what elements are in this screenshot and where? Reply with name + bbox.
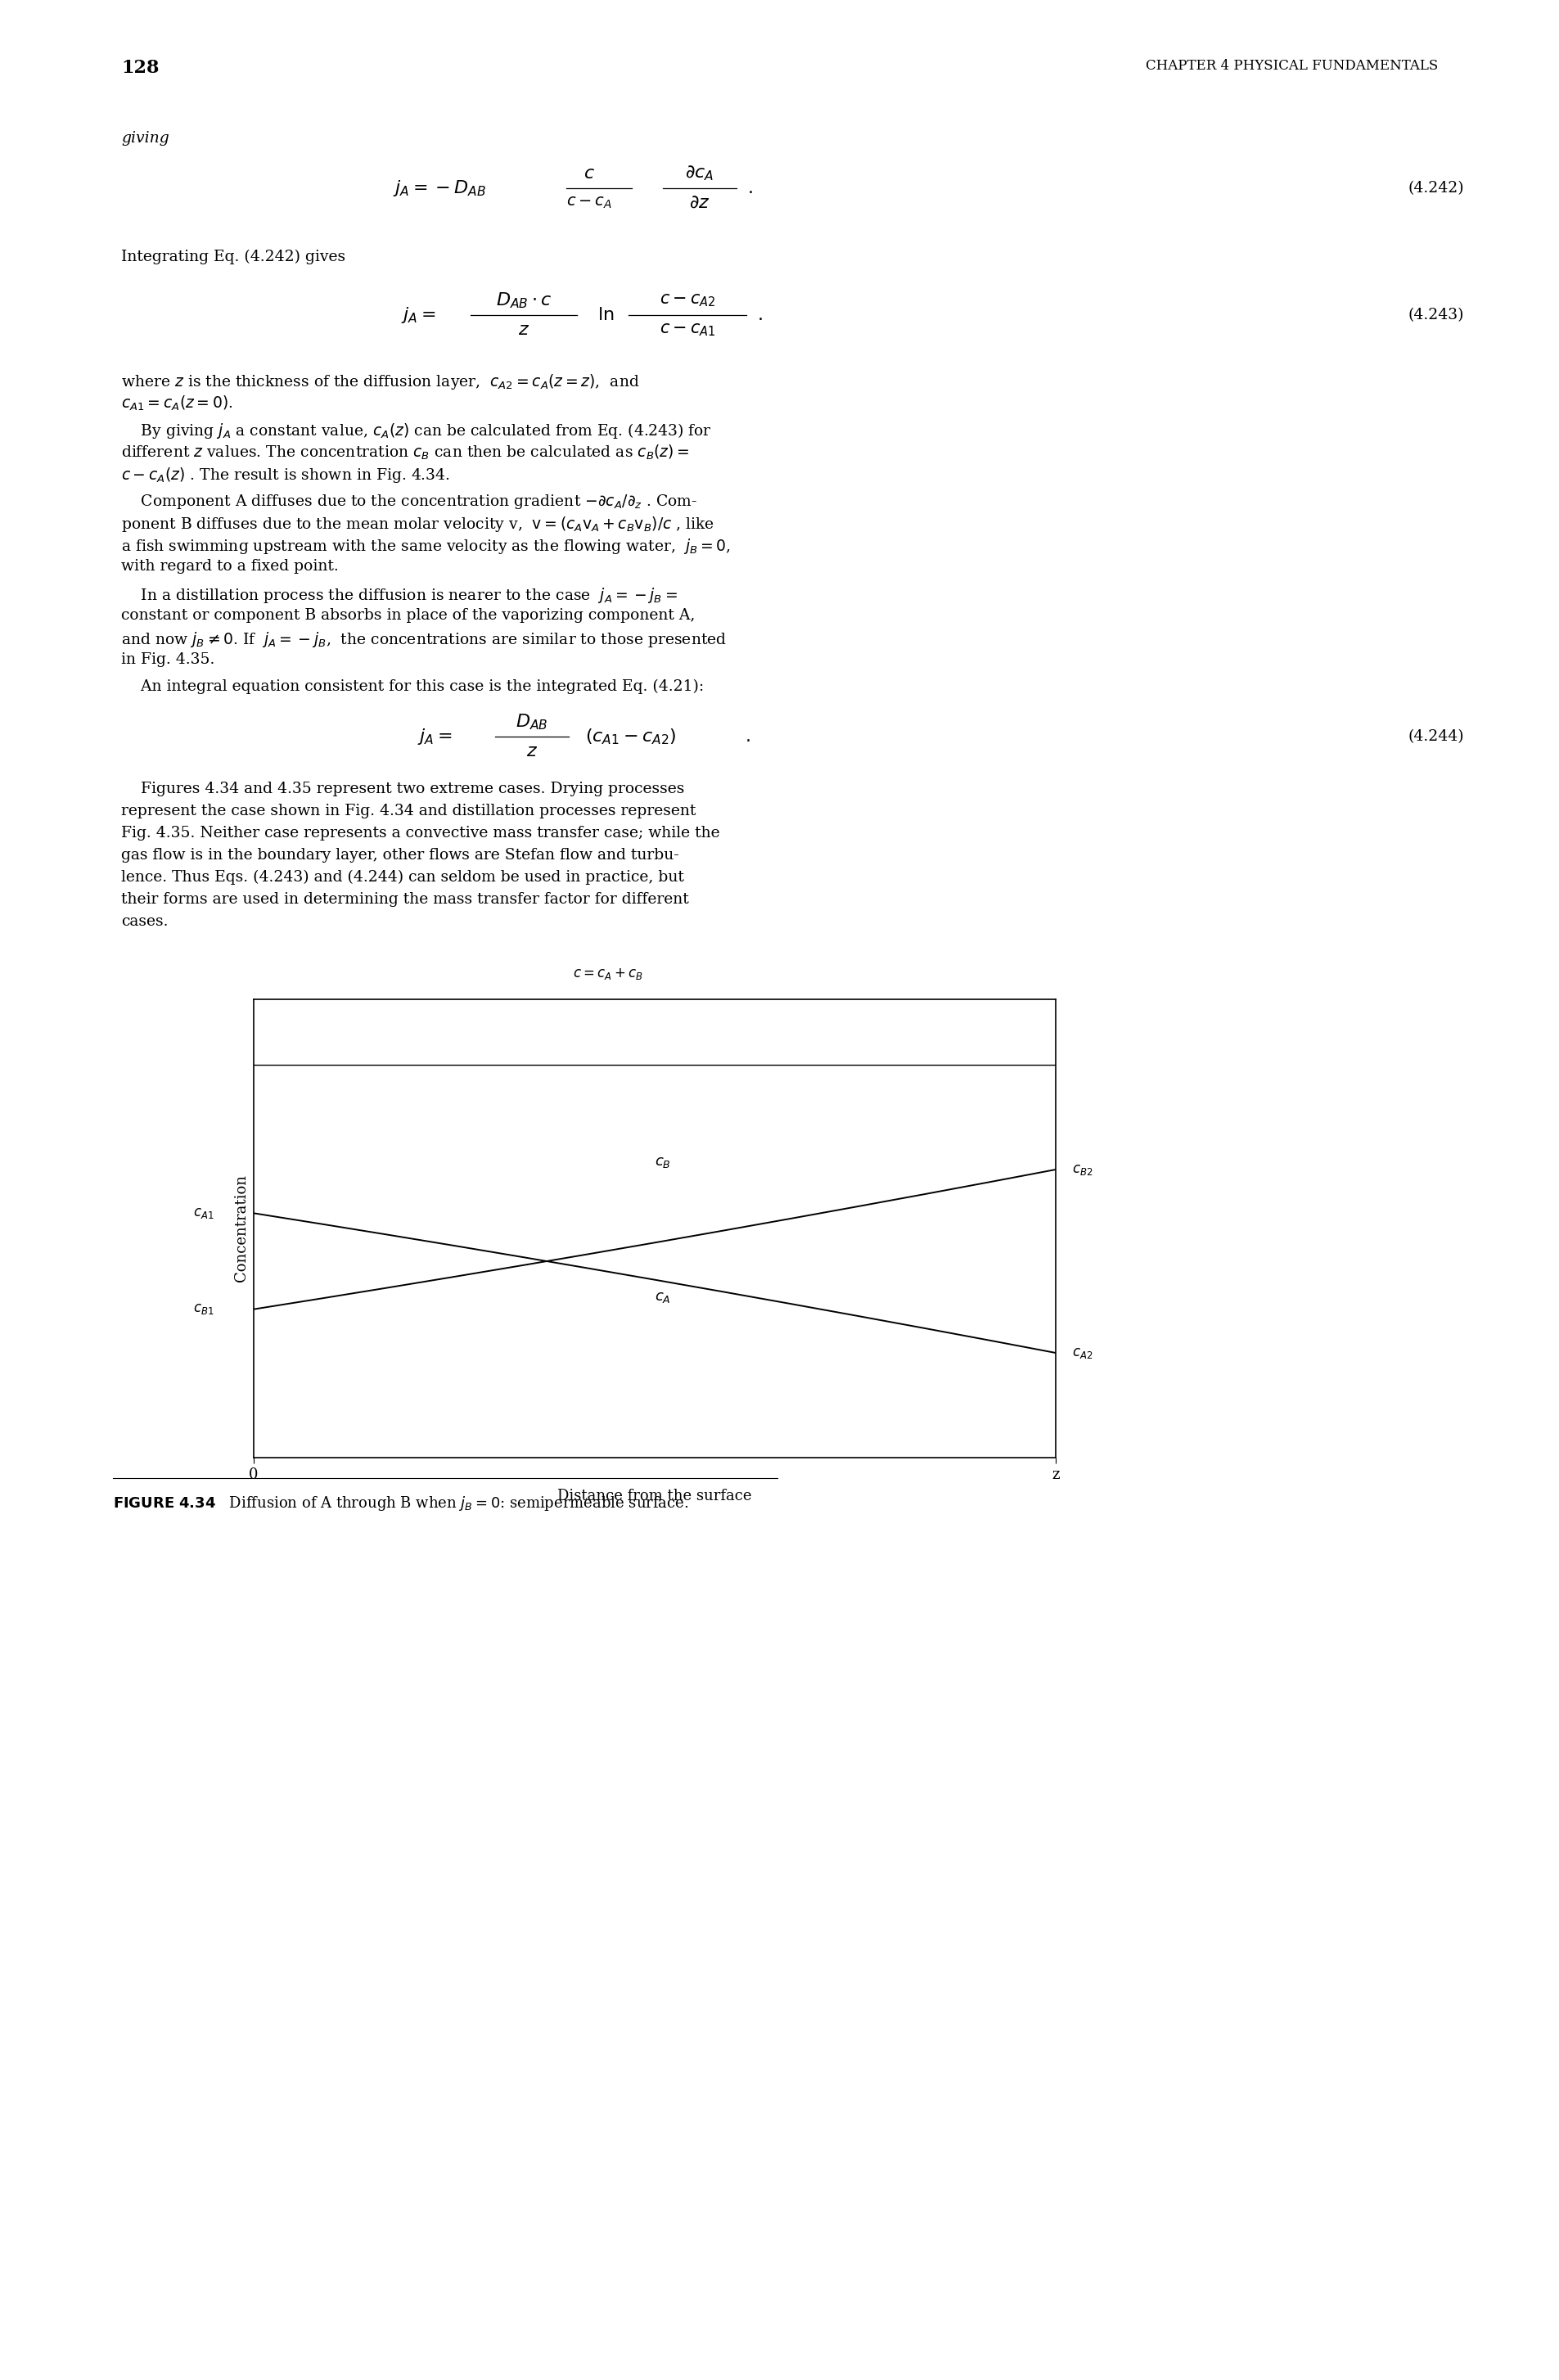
Text: their forms are used in determining the mass transfer factor for different: their forms are used in determining the …: [122, 892, 689, 907]
Text: $\ln$: $\ln$: [597, 307, 614, 324]
Text: $(c_{A1}-c_{A2})$: $(c_{A1}-c_{A2})$: [585, 726, 677, 747]
Text: and now $j_B\neq0$. If  $j_A=-j_B$,  the concentrations are similar to those pre: and now $j_B\neq0$. If $j_A=-j_B$, the c…: [122, 631, 726, 650]
Text: By giving $j_A$ a constant value, $c_A(z)$ can be calculated from Eq. (4.243) fo: By giving $j_A$ a constant value, $c_A(z…: [122, 421, 712, 440]
Text: $c-c_A(z)$ . The result is shown in Fig. 4.34.: $c-c_A(z)$ . The result is shown in Fig.…: [122, 466, 451, 486]
Text: $c-c_A$: $c-c_A$: [566, 195, 613, 209]
Text: constant or component B absorbs in place of the vaporizing component A,: constant or component B absorbs in place…: [122, 609, 695, 624]
Text: $c_{B1}$: $c_{B1}$: [193, 1302, 214, 1316]
Text: a fish swimming upstream with the same velocity as the flowing water,  $j_B=0$,: a fish swimming upstream with the same v…: [122, 538, 731, 555]
Text: $z$: $z$: [525, 743, 538, 759]
Text: with regard to a fixed point.: with regard to a fixed point.: [122, 559, 338, 574]
Text: $\partial z$: $\partial z$: [689, 193, 711, 212]
Text: $.$: $.$: [758, 307, 762, 324]
Text: giving: giving: [122, 131, 170, 145]
Text: (4.243): (4.243): [1408, 307, 1464, 321]
Text: $c_{A1}$: $c_{A1}$: [193, 1207, 214, 1221]
Text: cases.: cases.: [122, 914, 168, 928]
Text: $D_{AB}$: $D_{AB}$: [516, 712, 549, 731]
Text: gas flow is in the boundary layer, other flows are Stefan flow and turbu-: gas flow is in the boundary layer, other…: [122, 847, 680, 862]
Text: Component A diffuses due to the concentration gradient $-\partial c_A/\partial_z: Component A diffuses due to the concentr…: [122, 493, 697, 512]
Text: $D_{AB}\cdot c$: $D_{AB}\cdot c$: [496, 290, 552, 309]
Text: Figures 4.34 and 4.35 represent two extreme cases. Drying processes: Figures 4.34 and 4.35 represent two extr…: [122, 781, 684, 797]
Text: $c_A$: $c_A$: [655, 1290, 670, 1304]
Text: (4.244): (4.244): [1408, 728, 1464, 745]
X-axis label: Distance from the surface: Distance from the surface: [558, 1490, 751, 1504]
Text: $c_{B2}$: $c_{B2}$: [1071, 1161, 1093, 1176]
Text: $\partial c_A$: $\partial c_A$: [686, 164, 714, 183]
Text: ponent B diffuses due to the mean molar velocity v,  ${\rm v}=(c_A{\rm v}_A+c_B{: ponent B diffuses due to the mean molar …: [122, 514, 714, 533]
Text: $.$: $.$: [747, 178, 753, 198]
Text: CHAPTER 4 PHYSICAL FUNDAMENTALS: CHAPTER 4 PHYSICAL FUNDAMENTALS: [1146, 60, 1437, 74]
Text: $c_{A1}=c_A(z=0)$.: $c_{A1}=c_A(z=0)$.: [122, 395, 232, 412]
Text: where $z$ is the thickness of the diffusion layer,  $c_{A2}=c_A(z=z)$,  and: where $z$ is the thickness of the diffus…: [122, 371, 639, 390]
Text: $c_{A2}$: $c_{A2}$: [1071, 1347, 1093, 1359]
Text: In a distillation process the diffusion is nearer to the case  $j_A=-j_B=$: In a distillation process the diffusion …: [122, 585, 678, 605]
Text: $j_A = -D_{AB}\,$: $j_A = -D_{AB}\,$: [393, 178, 486, 198]
Text: 128: 128: [122, 60, 159, 76]
Text: $z$: $z$: [518, 321, 530, 338]
Text: (4.242): (4.242): [1408, 181, 1464, 195]
Text: $c=c_A+c_B$: $c=c_A+c_B$: [572, 966, 644, 981]
Text: $c_B$: $c_B$: [655, 1154, 670, 1169]
Text: $.$: $.$: [745, 728, 750, 745]
Text: $\mathbf{FIGURE\ 4.34}$   Diffusion of A through B when $j_B=0$: semipermeable s: $\mathbf{FIGURE\ 4.34}$ Diffusion of A t…: [112, 1495, 689, 1511]
Text: $c-c_{A2}$: $c-c_{A2}$: [659, 293, 716, 309]
Y-axis label: Concentration: Concentration: [234, 1176, 249, 1283]
Text: An integral equation consistent for this case is the integrated Eq. (4.21):: An integral equation consistent for this…: [122, 678, 705, 695]
Text: $c$: $c$: [583, 164, 596, 183]
Text: lence. Thus Eqs. (4.243) and (4.244) can seldom be used in practice, but: lence. Thus Eqs. (4.243) and (4.244) can…: [122, 871, 684, 885]
Text: $j_A =$: $j_A =$: [401, 305, 437, 326]
Text: different $z$ values. The concentration $c_B$ can then be calculated as $c_B(z)=: different $z$ values. The concentration …: [122, 443, 689, 462]
Text: Integrating Eq. (4.242) gives: Integrating Eq. (4.242) gives: [122, 250, 346, 264]
Text: $j_A =$: $j_A =$: [418, 726, 452, 747]
Text: $c-c_{A1}$: $c-c_{A1}$: [659, 321, 716, 338]
Text: Fig. 4.35. Neither case represents a convective mass transfer case; while the: Fig. 4.35. Neither case represents a con…: [122, 826, 720, 840]
Text: represent the case shown in Fig. 4.34 and distillation processes represent: represent the case shown in Fig. 4.34 an…: [122, 804, 695, 819]
Text: in Fig. 4.35.: in Fig. 4.35.: [122, 652, 215, 666]
